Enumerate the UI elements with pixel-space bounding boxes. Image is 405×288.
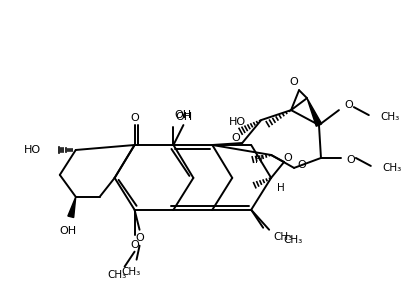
Text: O: O <box>289 77 298 87</box>
Text: HO: HO <box>228 117 245 127</box>
Text: CH₃: CH₃ <box>382 163 401 173</box>
Text: OH: OH <box>175 112 192 122</box>
Text: O: O <box>130 240 139 250</box>
Text: CH₃: CH₃ <box>282 235 302 245</box>
Text: CH₃: CH₃ <box>380 112 399 122</box>
Text: H: H <box>277 183 284 193</box>
Text: O: O <box>345 155 354 165</box>
Text: HO: HO <box>23 145 41 155</box>
Text: CH₃: CH₃ <box>121 267 140 276</box>
Text: O: O <box>130 113 139 123</box>
Text: OH: OH <box>59 226 76 236</box>
Text: H: H <box>255 155 262 165</box>
Text: OH: OH <box>175 110 192 120</box>
Text: CH₃: CH₃ <box>107 270 126 280</box>
Text: O: O <box>135 233 144 243</box>
Text: O: O <box>344 100 352 110</box>
Text: CH₃: CH₃ <box>273 232 292 242</box>
Text: O: O <box>283 153 292 163</box>
Text: O: O <box>297 160 306 170</box>
Polygon shape <box>68 197 76 217</box>
Polygon shape <box>306 98 321 126</box>
Text: O: O <box>231 133 240 143</box>
